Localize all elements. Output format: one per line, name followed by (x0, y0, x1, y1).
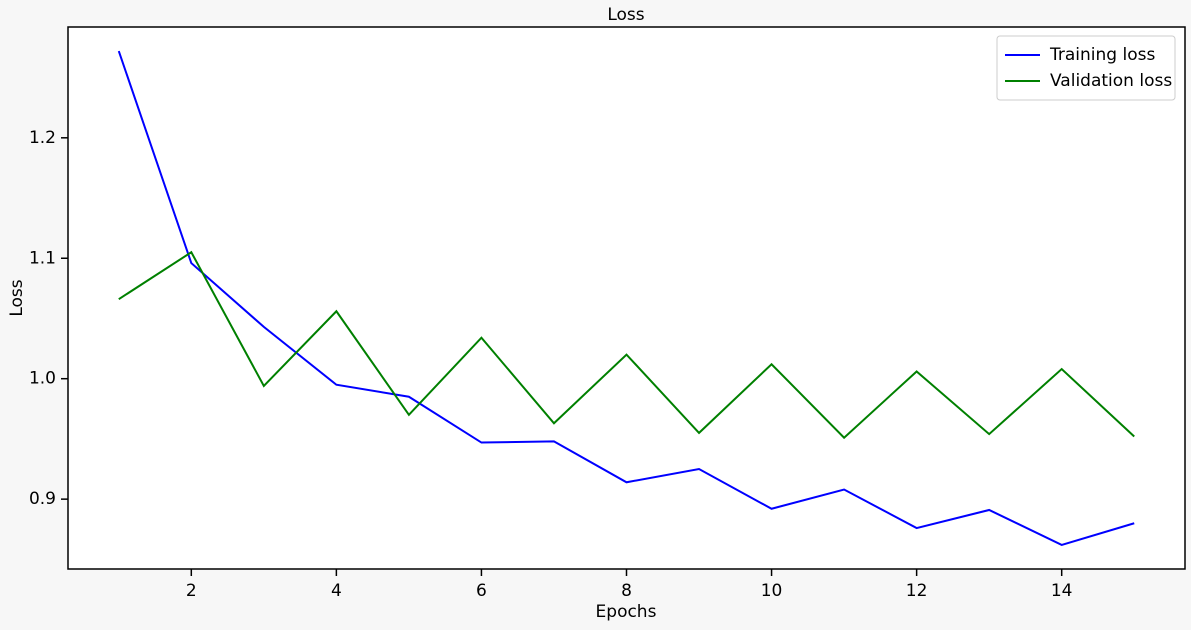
line-series (118, 250, 1135, 440)
x-tick-label: 6 (476, 581, 487, 601)
x-axis-label: Epochs (596, 602, 657, 622)
legend-label: Training loss (1049, 45, 1155, 65)
y-tick-label: 0.9 (29, 489, 56, 509)
y-tick-label: 1.2 (29, 128, 56, 148)
plot-area (68, 27, 1185, 569)
x-tick-label: 2 (186, 581, 197, 601)
legend-label: Validation loss (1050, 71, 1172, 91)
legend-box (996, 35, 1176, 101)
y-axis-label: Loss (7, 279, 27, 316)
axes-frame (67, 26, 1186, 570)
x-tick-label: 4 (331, 581, 342, 601)
line-series (117, 50, 1135, 546)
x-tick-label: 14 (1051, 581, 1073, 601)
chart-title: Loss (607, 5, 644, 25)
x-tick-label: 12 (906, 581, 928, 601)
x-tick-label: 8 (621, 581, 632, 601)
y-tick-label: 1.1 (29, 248, 56, 268)
x-tick-label: 10 (761, 581, 783, 601)
y-tick-label: 1.0 (29, 369, 56, 389)
